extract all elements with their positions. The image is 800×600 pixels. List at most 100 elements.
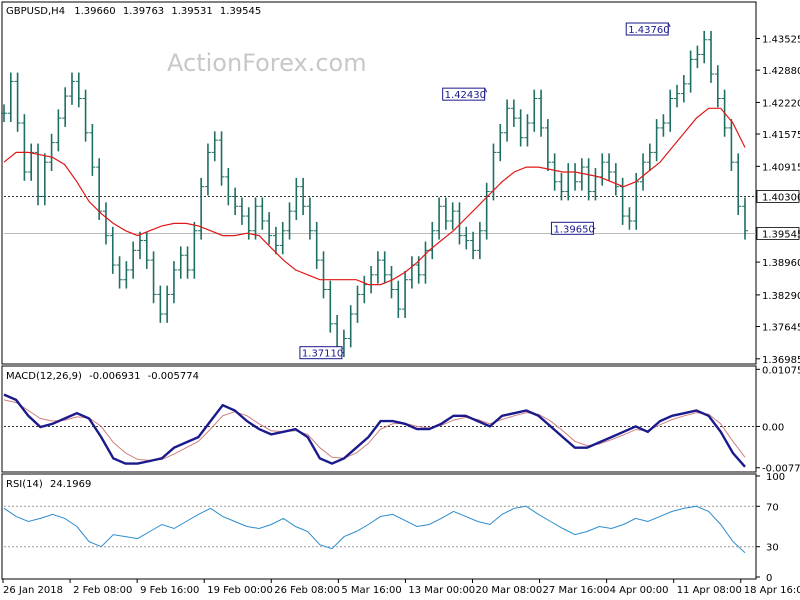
price-bar — [41, 153, 48, 206]
price-axis-highlight-box — [756, 227, 800, 240]
price-axis-label: 1.39545 — [762, 229, 800, 240]
macd-label: MACD(12,26,9) — [6, 371, 82, 382]
price-bar — [89, 123, 96, 176]
moving-average-line — [3, 107, 746, 286]
x-axis-label: 5 Mar 16:00 — [341, 585, 401, 596]
price-bar — [653, 119, 660, 162]
price-bar — [708, 30, 715, 83]
price-bar — [232, 187, 239, 216]
price-bar — [701, 30, 708, 64]
price-bar — [510, 99, 517, 127]
price-bar — [361, 275, 368, 304]
macd-signal-value: -0.005774 — [148, 371, 199, 382]
price-bar — [55, 109, 62, 152]
price-bar — [306, 197, 313, 240]
price-header: GBPUSD,H4 1.39660 1.39763 1.39531 1.3954… — [6, 6, 261, 17]
price-bar — [674, 84, 681, 108]
price-bar — [476, 221, 483, 260]
price-bar — [28, 143, 35, 181]
price-bar — [184, 246, 191, 279]
price-bar — [538, 89, 545, 137]
macd-value: -0.006931 — [89, 371, 140, 382]
x-axis-label: 18 Apr 16:00 — [744, 585, 800, 596]
price-bar — [48, 133, 55, 172]
price-bar — [300, 177, 307, 216]
price-bar — [612, 163, 619, 196]
price-bar — [687, 50, 694, 93]
price-axis-label: 1.38960 — [762, 258, 800, 269]
price-bar — [123, 261, 130, 289]
macd-axis-label: 0.00 — [762, 422, 784, 433]
price-bar — [517, 109, 524, 147]
price-bar — [143, 231, 150, 269]
price-bar — [660, 114, 667, 137]
price-bar — [626, 207, 633, 230]
price-bar — [102, 202, 109, 245]
x-axis-label: 2 Feb 08:00 — [73, 585, 132, 596]
price-bar — [313, 221, 320, 269]
price-bar — [62, 87, 69, 127]
price-bar — [402, 270, 409, 318]
price-bar — [381, 251, 388, 284]
rsi-axis-label: 70 — [766, 502, 779, 513]
macd-header: MACD(12,26,9) -0.006931 -0.005774 — [6, 371, 199, 382]
price-bar — [551, 153, 558, 191]
x-axis-label: 27 Mar 16:00 — [543, 585, 610, 596]
price-bar — [347, 305, 354, 348]
price-box-frame — [442, 87, 486, 101]
price-bar — [667, 89, 674, 132]
ohlc-low: 1.39531 — [171, 6, 212, 17]
price-box: 1.43760 — [625, 22, 671, 36]
price-bar — [286, 202, 293, 240]
price-bar — [293, 177, 300, 220]
price-bar — [422, 241, 429, 284]
price-bar — [218, 131, 225, 186]
price-box-connector — [667, 22, 671, 28]
x-axis-label: 26 Jan 2018 — [3, 585, 63, 596]
price-bar — [14, 72, 21, 132]
price-bar — [694, 45, 701, 69]
price-box: 1.39650 — [550, 221, 596, 235]
price-bar — [606, 153, 613, 181]
price-bar — [374, 251, 381, 284]
price-bar — [75, 72, 82, 108]
price-bar — [245, 207, 252, 240]
rsi-line — [3, 505, 746, 554]
price-bar — [578, 158, 585, 191]
x-axis-label: 4 Apr 00:00 — [610, 585, 669, 596]
price-bar — [470, 231, 477, 260]
price-bar — [109, 226, 116, 274]
x-axis-label: 20 Mar 08:00 — [475, 585, 542, 596]
price-bar — [531, 89, 538, 132]
price-bar — [116, 256, 123, 289]
price-bar — [463, 226, 470, 250]
price-bar — [504, 99, 511, 142]
price-bar — [558, 172, 565, 201]
price-bar — [150, 251, 157, 304]
macd-axis-label: -0.007773 — [762, 464, 800, 475]
price-bar — [388, 266, 395, 299]
price-bar — [680, 75, 687, 103]
price-bar — [7, 72, 14, 123]
price-axis-label: 1.38290 — [762, 291, 800, 302]
price-bar — [497, 123, 504, 162]
price-panel-frame — [1, 1, 757, 365]
price-box-frame — [625, 22, 669, 36]
price-bar — [633, 172, 640, 230]
x-axis-label: 9 Feb 16:00 — [140, 585, 199, 596]
price-bar — [191, 221, 198, 279]
price-box: 1.42430 — [442, 87, 488, 101]
rsi-axis-label: 100 — [766, 472, 785, 483]
price-axis-label: 1.42220 — [762, 98, 800, 109]
price-axis-label: 1.36985 — [762, 355, 800, 366]
price-bar — [1, 104, 7, 123]
price-bar — [714, 65, 721, 108]
price-bar — [164, 285, 171, 323]
price-axis-label: 1.41575 — [762, 130, 800, 141]
price-bar — [483, 182, 490, 240]
price-bar — [198, 177, 205, 240]
price-bar — [646, 143, 653, 172]
rsi-axis-label: 30 — [766, 543, 779, 554]
watermark: ActionForex.com — [167, 49, 367, 77]
